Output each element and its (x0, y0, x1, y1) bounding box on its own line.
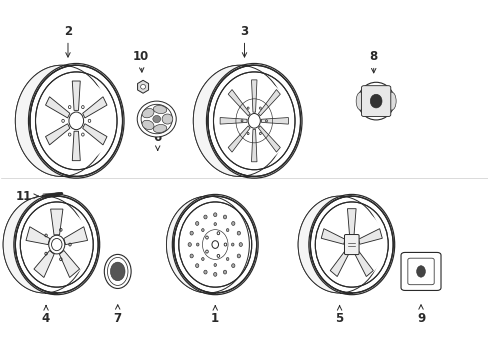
Ellipse shape (231, 264, 234, 267)
Polygon shape (228, 126, 249, 152)
Text: 5: 5 (335, 306, 343, 325)
Ellipse shape (41, 78, 112, 164)
Ellipse shape (190, 254, 193, 258)
Ellipse shape (201, 229, 203, 231)
Ellipse shape (196, 243, 199, 246)
Ellipse shape (183, 207, 247, 282)
Text: 11: 11 (16, 190, 38, 203)
Polygon shape (3, 196, 57, 293)
Ellipse shape (137, 101, 176, 137)
FancyBboxPatch shape (400, 252, 440, 291)
Polygon shape (258, 90, 280, 116)
Polygon shape (137, 80, 148, 93)
Polygon shape (50, 209, 63, 235)
Text: 10: 10 (133, 50, 149, 72)
Ellipse shape (188, 243, 191, 247)
Ellipse shape (214, 222, 216, 226)
Polygon shape (45, 124, 70, 145)
Ellipse shape (141, 85, 145, 89)
FancyBboxPatch shape (361, 86, 390, 117)
Polygon shape (34, 251, 54, 278)
Ellipse shape (214, 264, 216, 266)
Ellipse shape (213, 273, 217, 276)
Ellipse shape (357, 82, 394, 120)
Polygon shape (72, 131, 80, 161)
Ellipse shape (142, 120, 154, 130)
Text: 2: 2 (64, 25, 72, 57)
Ellipse shape (226, 229, 228, 231)
Polygon shape (347, 209, 355, 235)
Ellipse shape (190, 231, 193, 235)
Ellipse shape (213, 213, 217, 217)
Ellipse shape (104, 255, 131, 288)
Ellipse shape (416, 266, 425, 277)
Ellipse shape (237, 231, 240, 235)
Polygon shape (82, 97, 107, 118)
Ellipse shape (153, 116, 160, 123)
Text: 3: 3 (240, 25, 248, 57)
Ellipse shape (218, 78, 289, 164)
Polygon shape (60, 251, 80, 278)
Ellipse shape (237, 254, 240, 258)
Ellipse shape (142, 108, 154, 118)
Ellipse shape (110, 262, 125, 281)
Text: 7: 7 (113, 305, 122, 325)
Polygon shape (321, 229, 345, 244)
Polygon shape (72, 81, 80, 111)
Ellipse shape (369, 94, 381, 108)
Ellipse shape (203, 270, 207, 274)
Text: 9: 9 (416, 305, 424, 325)
Ellipse shape (319, 207, 383, 282)
Ellipse shape (223, 270, 226, 274)
Ellipse shape (203, 215, 207, 219)
Polygon shape (329, 250, 348, 276)
Polygon shape (258, 126, 280, 152)
Ellipse shape (355, 92, 364, 110)
Polygon shape (64, 227, 87, 244)
Ellipse shape (153, 125, 166, 132)
Polygon shape (26, 227, 50, 244)
FancyBboxPatch shape (344, 234, 358, 255)
Ellipse shape (153, 105, 166, 113)
Polygon shape (228, 90, 249, 116)
Ellipse shape (231, 243, 234, 246)
Ellipse shape (226, 257, 228, 261)
Ellipse shape (386, 92, 395, 110)
Text: 6: 6 (153, 131, 162, 150)
Polygon shape (251, 80, 257, 112)
Ellipse shape (195, 264, 199, 267)
Text: 4: 4 (42, 306, 50, 325)
Polygon shape (166, 196, 215, 293)
Polygon shape (220, 118, 246, 124)
Ellipse shape (239, 243, 242, 247)
Polygon shape (15, 65, 76, 176)
Polygon shape (193, 65, 254, 176)
Polygon shape (251, 130, 257, 162)
Ellipse shape (223, 215, 226, 219)
Polygon shape (45, 97, 70, 118)
Ellipse shape (195, 221, 199, 225)
Ellipse shape (24, 207, 89, 282)
Ellipse shape (162, 114, 172, 124)
Polygon shape (354, 250, 372, 276)
Polygon shape (261, 118, 288, 124)
Polygon shape (82, 124, 107, 145)
Text: 8: 8 (369, 50, 377, 73)
Ellipse shape (231, 221, 234, 225)
Polygon shape (298, 196, 351, 293)
Ellipse shape (201, 257, 203, 261)
Text: 1: 1 (211, 306, 219, 325)
Polygon shape (358, 229, 382, 244)
